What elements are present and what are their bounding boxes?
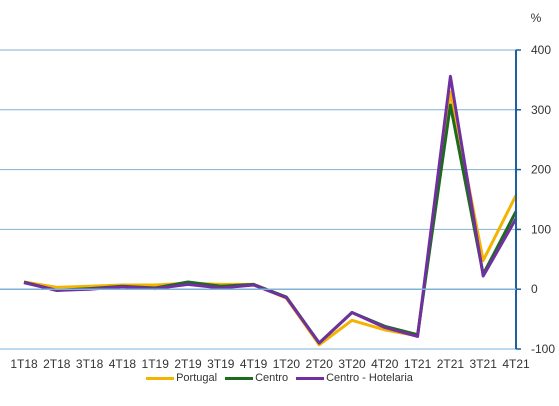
x-tick-label: 3T20 xyxy=(338,357,366,371)
x-tick-label: 4T20 xyxy=(371,357,399,371)
series-line-2 xyxy=(23,74,518,345)
legend-item: Portugal xyxy=(146,372,217,384)
gridlines xyxy=(0,49,521,350)
y-tick-label: 200 xyxy=(531,163,551,177)
x-tick-label: 4T21 xyxy=(502,357,530,371)
y-tick-label: 100 xyxy=(531,222,551,236)
y-tick-label: 400 xyxy=(531,43,551,57)
x-tick-label: 1T20 xyxy=(273,357,301,371)
x-tick-label: 3T19 xyxy=(207,357,235,371)
legend-item: Centro - Hotelaria xyxy=(296,372,413,384)
x-tick-label: 2T21 xyxy=(437,357,465,371)
x-tick-label: 4T18 xyxy=(109,357,137,371)
y-tick-labels: -100 0 100 200 300 400 xyxy=(531,43,555,356)
legend-swatch xyxy=(146,376,175,380)
x-tick-label: 2T19 xyxy=(174,357,202,371)
y-axis-unit-label: % xyxy=(531,11,542,25)
y-tick-label: -100 xyxy=(531,342,555,356)
y-tick-label: 0 xyxy=(531,282,538,296)
x-tick-label: 3T18 xyxy=(76,357,104,371)
x-tick-label: 1T19 xyxy=(142,357,170,371)
x-tick-label: 4T19 xyxy=(240,357,268,371)
y-tick-label: 300 xyxy=(531,103,551,117)
x-tick-labels: 1T18 2T18 3T18 4T18 1T19 2T19 3T19 4T19 1T20 2T20… xyxy=(10,357,530,371)
legend-swatch xyxy=(225,376,254,380)
legend-label: Centro xyxy=(255,372,289,384)
x-tick-label: 1T18 xyxy=(10,357,38,371)
x-tick-label: 2T20 xyxy=(306,357,334,371)
legend-item: Centro xyxy=(225,372,288,384)
x-tick-label: 2T18 xyxy=(43,357,71,371)
legend-label: Centro - Hotelaria xyxy=(326,372,413,384)
x-tick-label: 3T21 xyxy=(470,357,498,371)
x-tick-label: 1T21 xyxy=(404,357,432,371)
series-lines xyxy=(23,74,518,347)
legend: Portugal Centro Centro - Hotelaria xyxy=(0,368,559,388)
legend-label: Portugal xyxy=(176,372,218,384)
legend-swatch xyxy=(296,376,325,380)
